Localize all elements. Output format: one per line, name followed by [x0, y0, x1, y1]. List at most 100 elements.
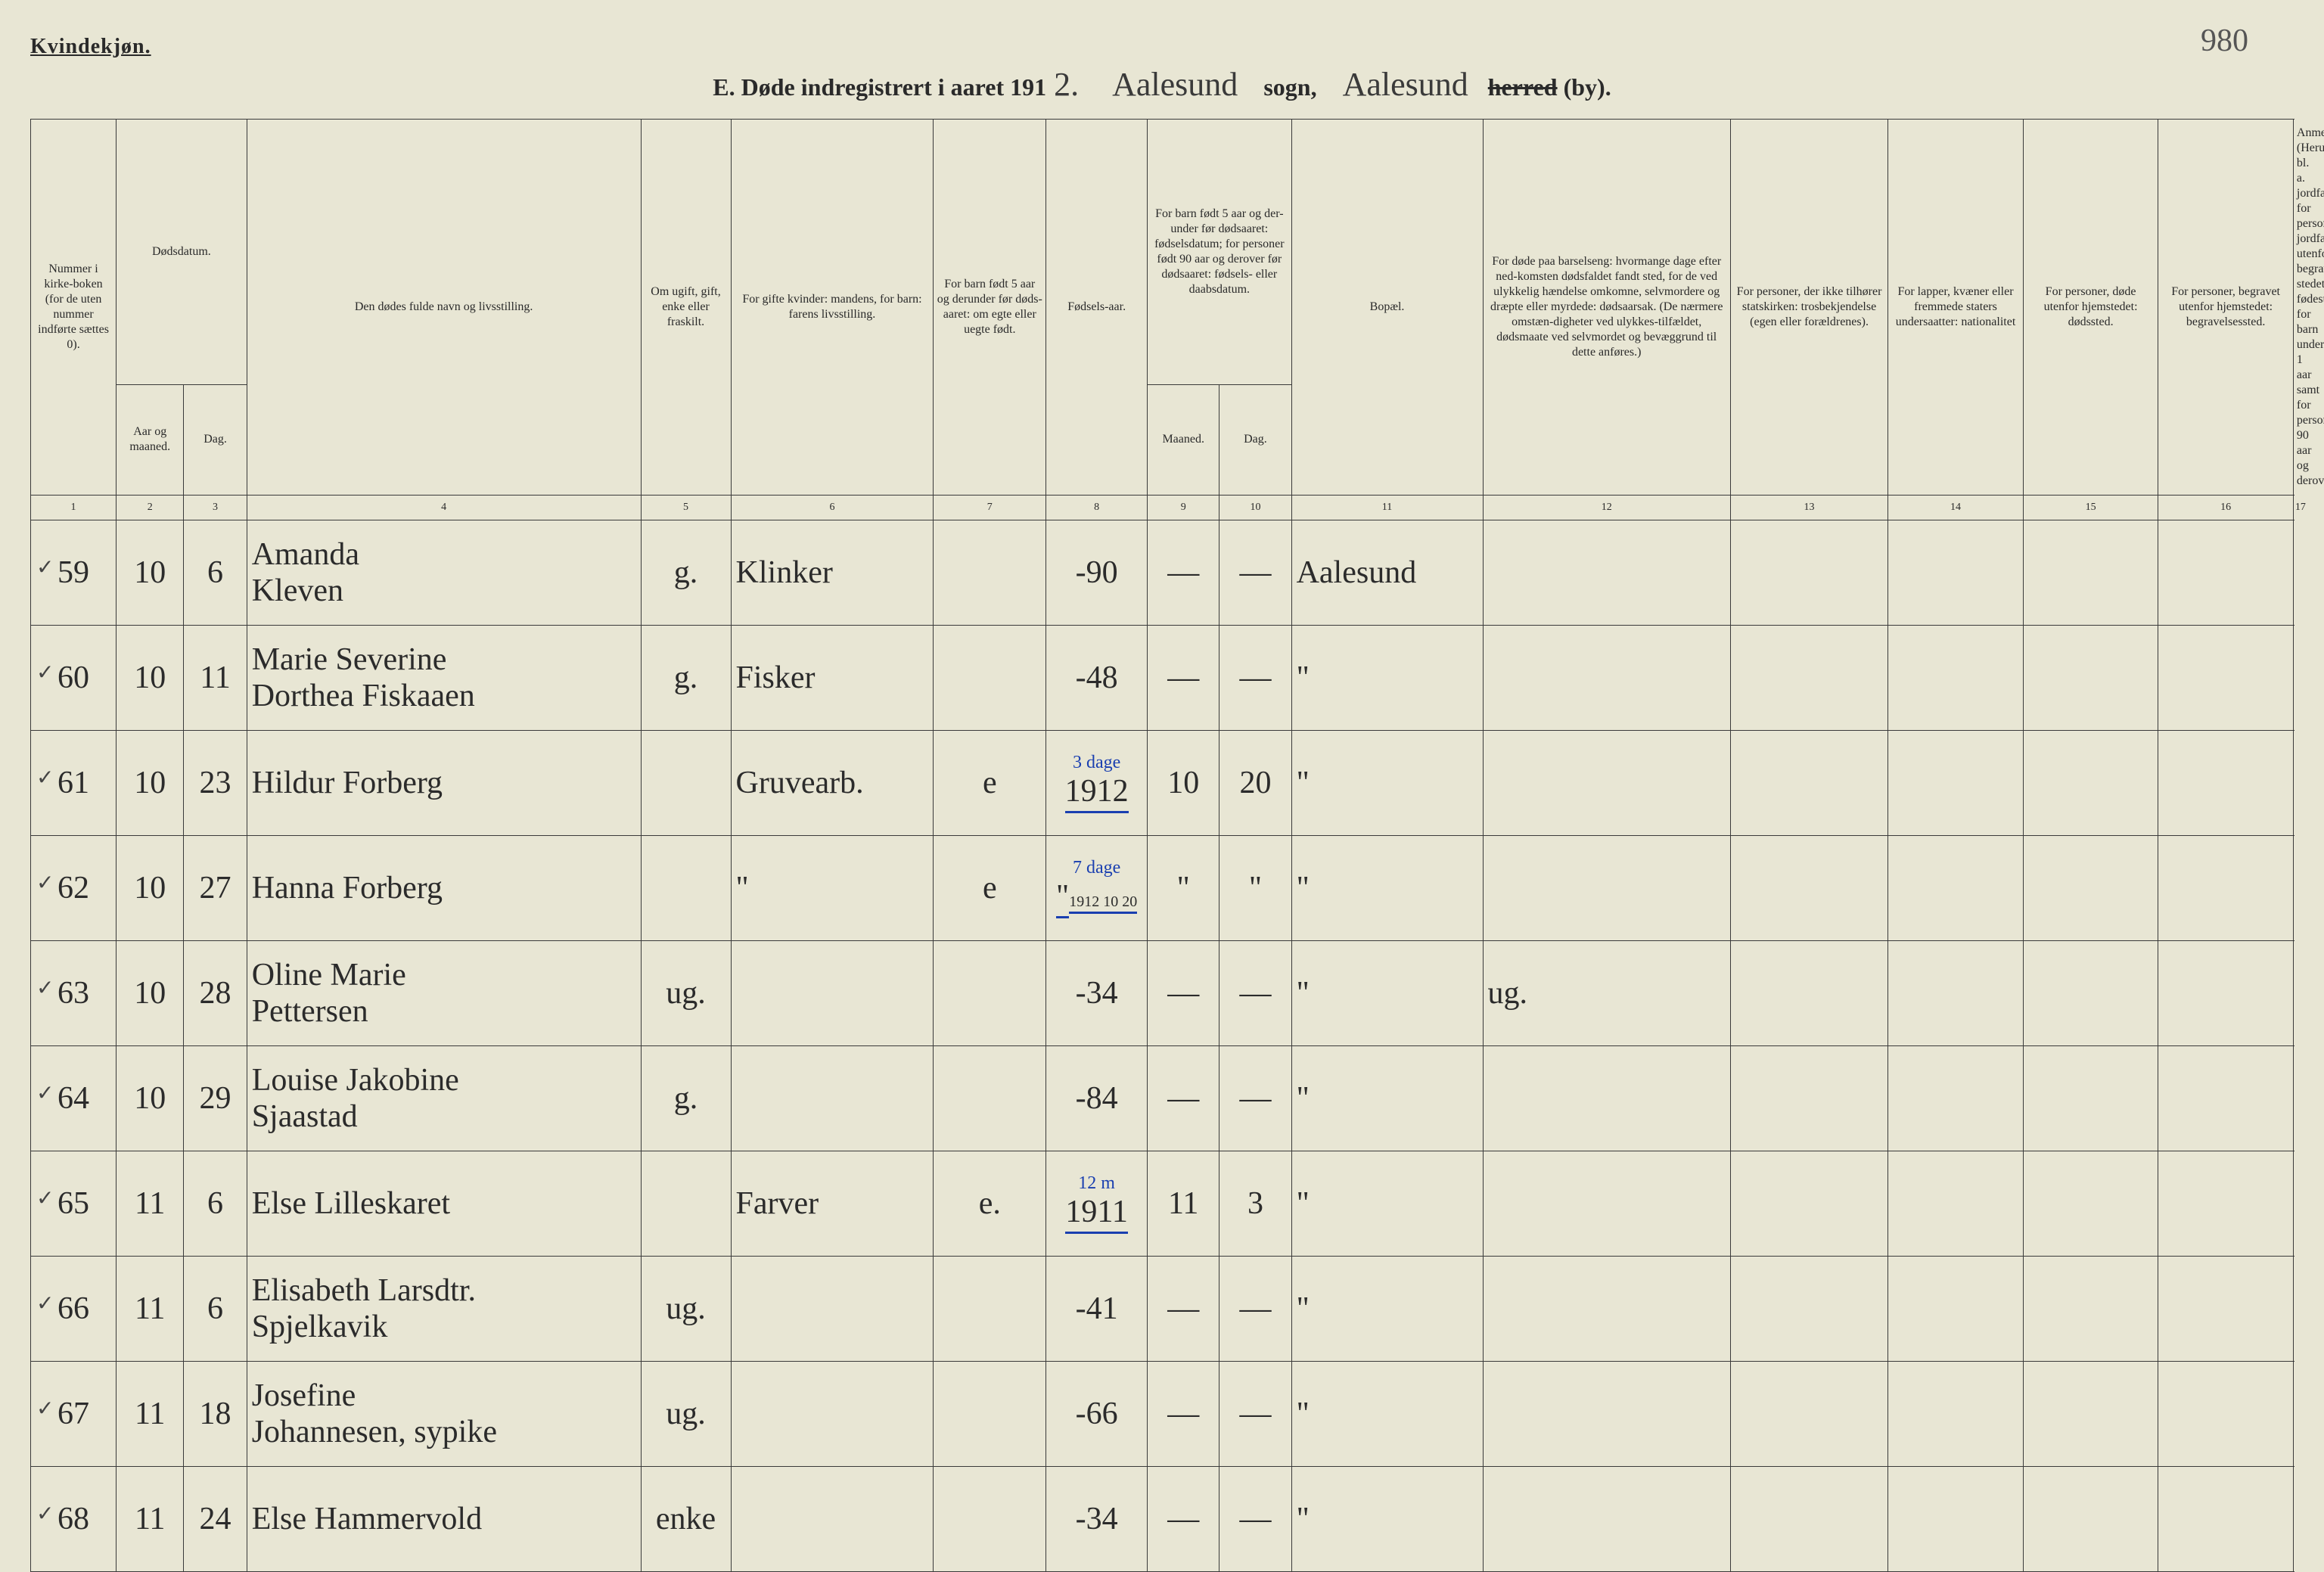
marital-status: ug.: [641, 1362, 731, 1467]
birth-month: —: [1148, 941, 1219, 1046]
by-label: (by).: [1564, 73, 1611, 101]
col-12-header: For døde paa barselseng: hvormange dage …: [1483, 120, 1730, 496]
death-month: 11: [117, 1362, 184, 1467]
death-place: [2023, 1362, 2158, 1467]
entry-number: ✓61: [31, 731, 117, 836]
nationality: [1888, 941, 2024, 1046]
legitimacy: [934, 1467, 1046, 1572]
deceased-name: Josefine Johannesen, sypike: [247, 1362, 641, 1467]
death-month: 10: [117, 1046, 184, 1151]
nationality: [1888, 520, 2024, 626]
burial-place: [2158, 1257, 2294, 1362]
death-place: [2023, 731, 2158, 836]
birth-day: —: [1219, 1362, 1291, 1467]
deceased-name: Louise Jakobine Sjaastad: [247, 1046, 641, 1151]
check-mark-icon: ✓: [36, 1080, 54, 1106]
col-5-header: Om ugift, gift, enke eller fraskilt.: [641, 120, 731, 496]
col-14-header: For lapper, kvæner eller fremmede stater…: [1888, 120, 2024, 496]
colnum: 13: [1730, 496, 1887, 520]
occupation: [731, 1257, 934, 1362]
occupation: [731, 1467, 934, 1572]
cause-notes: [1483, 731, 1730, 836]
residence: ": [1291, 1151, 1483, 1257]
col-4-header: Den dødes fulde navn og livsstilling.: [247, 120, 641, 496]
burial-place: [2158, 1362, 2294, 1467]
cause-notes: [1483, 1257, 1730, 1362]
death-month: 10: [117, 731, 184, 836]
legitimacy: [934, 626, 1046, 731]
birth-day: —: [1219, 1046, 1291, 1151]
marital-status: ug.: [641, 1257, 731, 1362]
nationality: [1888, 1046, 2024, 1151]
birth-year: -34: [1046, 941, 1148, 1046]
check-mark-icon: ✓: [36, 1291, 54, 1316]
col-16-header: For personer, begravet utenfor hjemstede…: [2158, 120, 2294, 496]
sub-annotation: 1912 10 20: [1069, 893, 1137, 914]
residence: ": [1291, 1362, 1483, 1467]
death-place: [2023, 1046, 2158, 1151]
death-month: 11: [117, 1467, 184, 1572]
burial-place: [2158, 731, 2294, 836]
colnum: 2: [117, 496, 184, 520]
nationality: [1888, 1257, 2024, 1362]
death-place: [2023, 626, 2158, 731]
death-month: 11: [117, 1257, 184, 1362]
colnum: 6: [731, 496, 934, 520]
birth-month: —: [1148, 1257, 1219, 1362]
residence: ": [1291, 1257, 1483, 1362]
birth-month: —: [1148, 1467, 1219, 1572]
birth-month: 11: [1148, 1151, 1219, 1257]
death-day: 6: [184, 1257, 247, 1362]
birth-month: —: [1148, 1362, 1219, 1467]
burial-place: [2158, 520, 2294, 626]
col-7-header: For barn født 5 aar og derunder før døds…: [934, 120, 1046, 496]
marital-status: ug.: [641, 941, 731, 1046]
burial-place: [2158, 1467, 2294, 1572]
colnum: 16: [2158, 496, 2294, 520]
occupation: Fisker: [731, 626, 934, 731]
nationality: [1888, 1151, 2024, 1257]
legitimacy: [934, 520, 1046, 626]
birth-day: —: [1219, 1467, 1291, 1572]
faith: [1730, 626, 1887, 731]
marital-status: g.: [641, 520, 731, 626]
death-place: [2023, 520, 2158, 626]
col-1-header: Nummer i kirke-boken (for de uten nummer…: [31, 120, 117, 496]
nationality: [1888, 731, 2024, 836]
birth-year: 3 dage1912: [1046, 731, 1148, 836]
cause-notes: [1483, 1467, 1730, 1572]
deceased-name: Else Lilleskaret: [247, 1151, 641, 1257]
cause-notes: ug.: [1483, 941, 1730, 1046]
birth-year: 7 dage"1912 10 20: [1046, 836, 1148, 941]
death-place: [2023, 1467, 2158, 1572]
table-header: Nummer i kirke-boken (for de uten nummer…: [31, 120, 2294, 520]
occupation: ": [731, 836, 934, 941]
herred-label-struck: herred: [1488, 73, 1558, 101]
entry-number: ✓68: [31, 1467, 117, 1572]
death-day: 29: [184, 1046, 247, 1151]
legitimacy: [934, 1257, 1046, 1362]
entry-number: ✓65: [31, 1151, 117, 1257]
burial-place: [2158, 836, 2294, 941]
birth-day: ": [1219, 836, 1291, 941]
death-month: 10: [117, 836, 184, 941]
burial-place: [2158, 626, 2294, 731]
birth-year: -90: [1046, 520, 1148, 626]
death-month: 11: [117, 1151, 184, 1257]
birth-day: 3: [1219, 1151, 1291, 1257]
title-prefix: E. Døde indregistrert i aaret 191: [713, 73, 1046, 101]
page-title: E. Døde indregistrert i aaret 1912. Aale…: [30, 65, 2294, 104]
occupation: [731, 1046, 934, 1151]
colnum: 3: [184, 496, 247, 520]
entry-number: ✓60: [31, 626, 117, 731]
marital-status: g.: [641, 626, 731, 731]
column-number-row: 1 2 3 4 5 6 7 8 9 10 11 12 13 14 15 16 1…: [31, 496, 2294, 520]
colnum: 7: [934, 496, 1046, 520]
death-day: 11: [184, 626, 247, 731]
death-place: [2023, 941, 2158, 1046]
residence: ": [1291, 1467, 1483, 1572]
check-mark-icon: ✓: [36, 870, 54, 896]
nationality: [1888, 1467, 2024, 1572]
birth-month: ": [1148, 836, 1219, 941]
table-row: ✓601011Marie Severine Dorthea Fiskaaeng.…: [31, 626, 2294, 731]
